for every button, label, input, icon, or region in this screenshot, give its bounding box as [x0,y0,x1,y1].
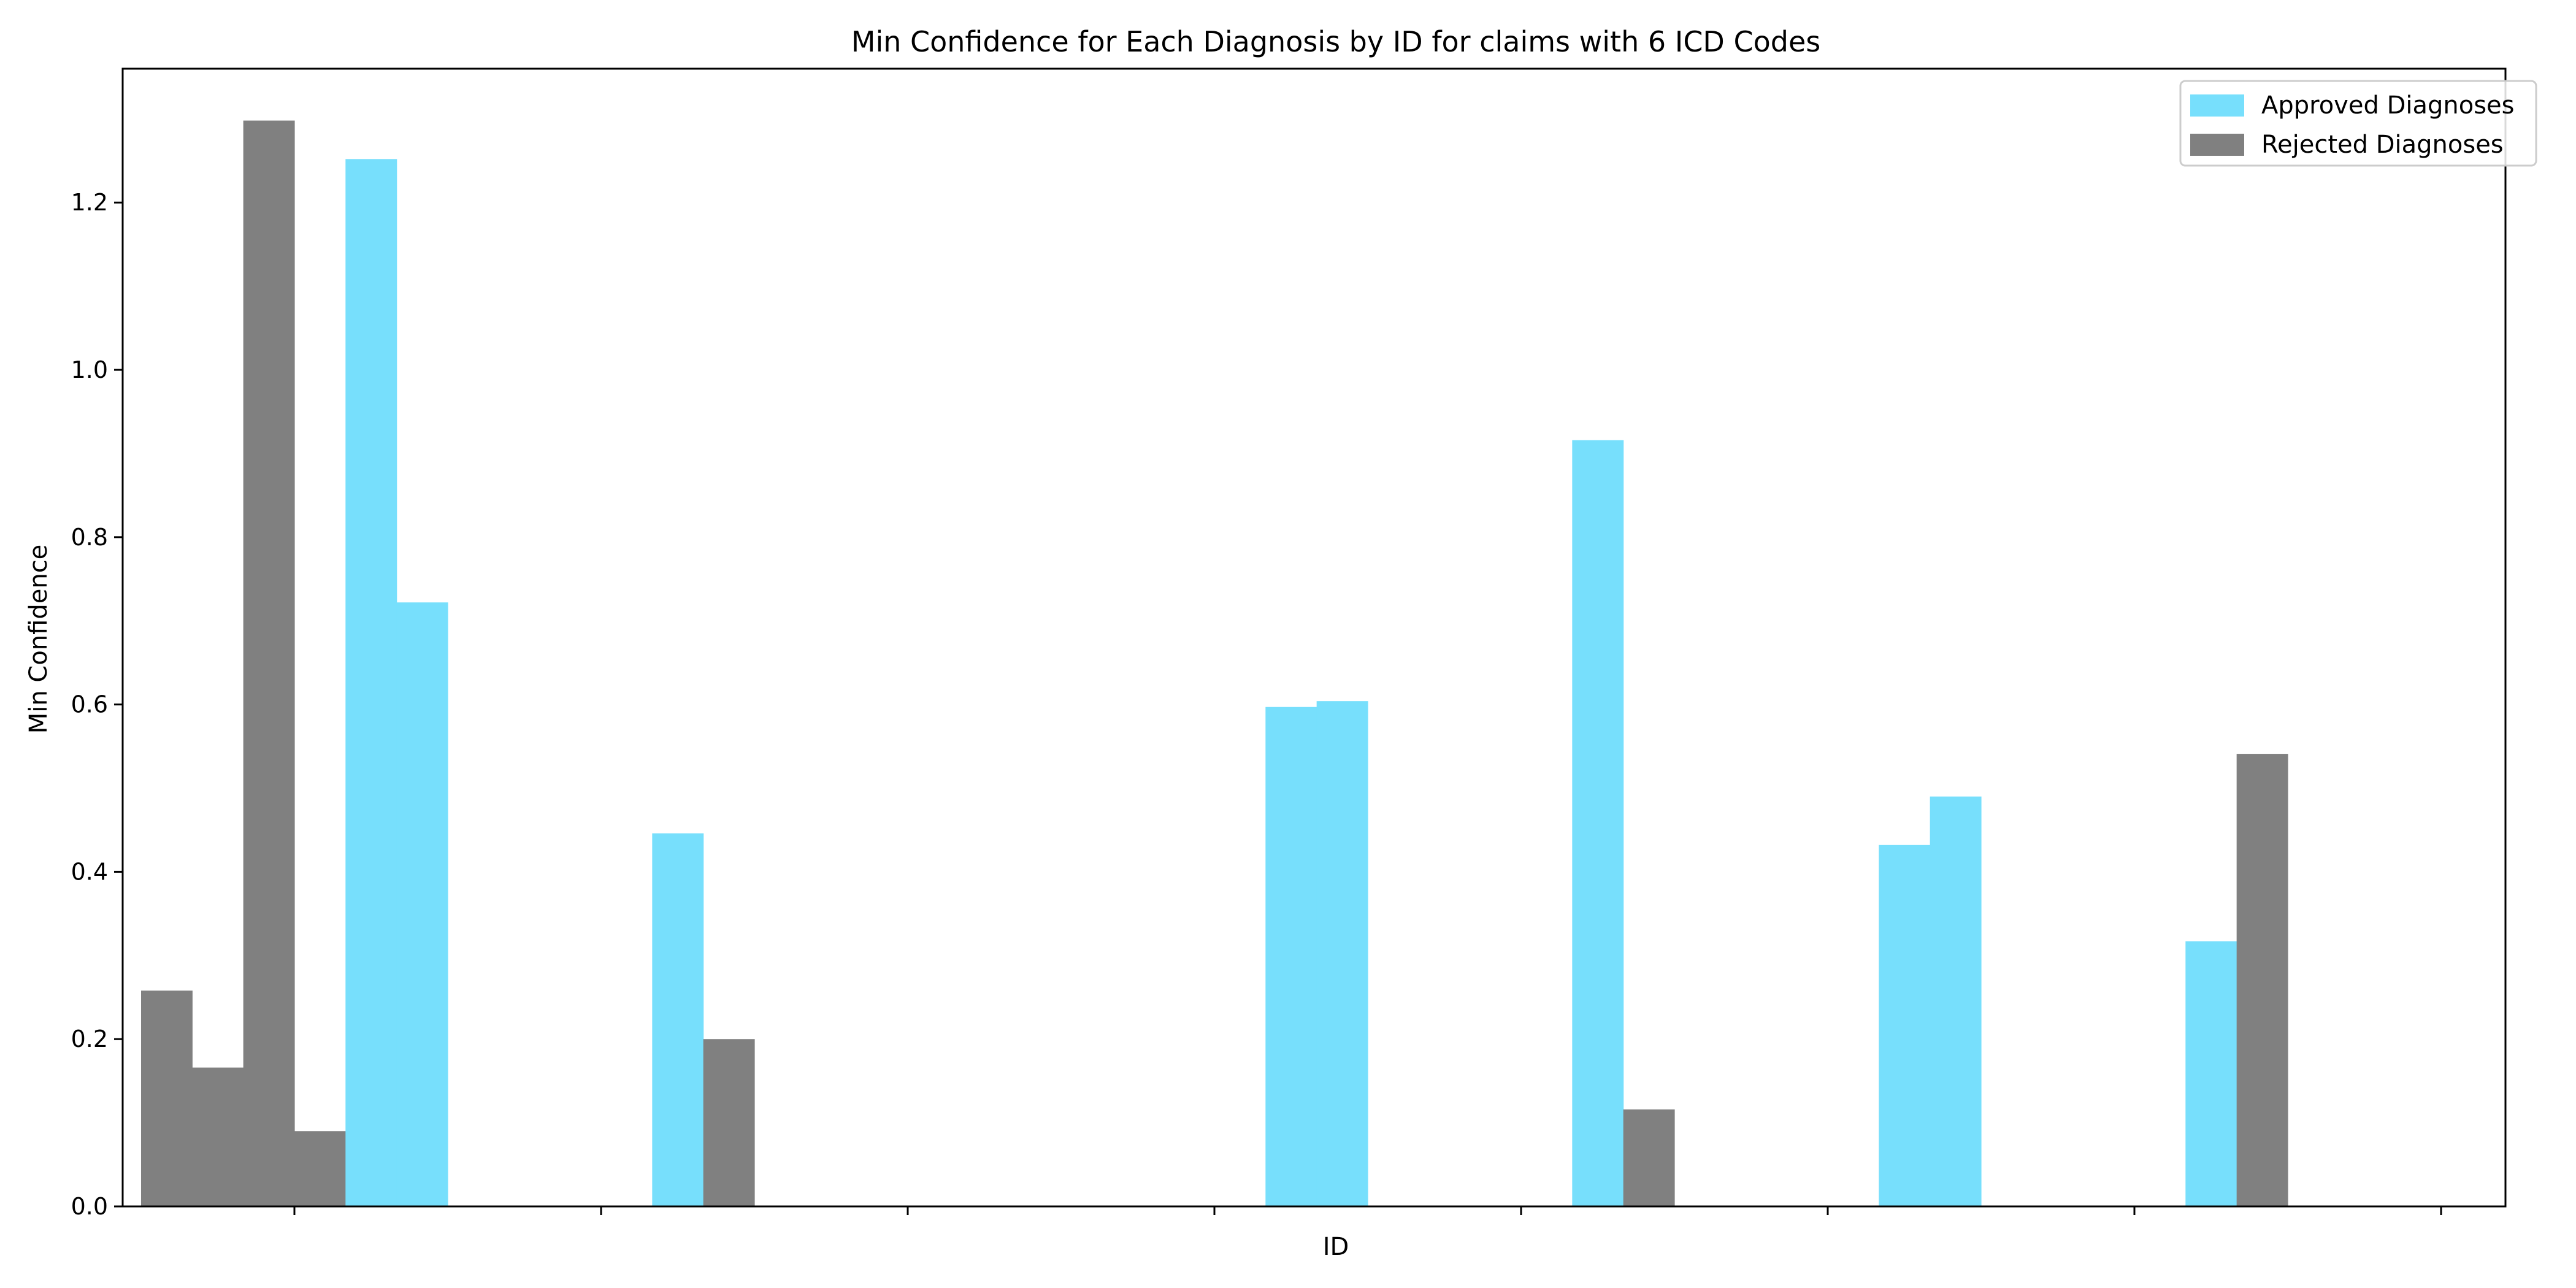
y-tick-label: 0.4 [71,858,108,885]
bar-approved-4 [345,159,397,1206]
bar-approved-8 [1265,707,1317,1206]
bar-rejected-11 [1623,1109,1675,1206]
legend-label-1: Rejected Diagnoses [2261,131,2504,159]
y-tick-label: 0.0 [71,1193,108,1220]
legend-label-0: Approved Diagnoses [2261,91,2515,120]
y-tick-label: 0.8 [71,524,108,551]
bar-rejected-7 [703,1039,755,1206]
bars-layer [141,120,2288,1207]
y-axis-label: Min Confidence [25,545,53,734]
bar-rejected-0 [141,991,193,1206]
y-tick-label: 0.6 [71,691,108,718]
y-axis-ticks: 0.0 0.2 0.4 0.6 0.8 1.0 1.2 [71,189,123,1220]
y-tick-label: 1.2 [71,189,108,216]
legend-box [2179,80,2537,167]
bar-approved-9 [1316,701,1368,1206]
bar-rejected-3 [294,1131,346,1206]
y-tick-label: 1.0 [71,356,108,383]
x-axis-label: ID [1323,1233,1349,1261]
chart-title: Min Confidence for Each Diagnosis by ID … [851,25,1820,58]
bar-approved-14 [2185,941,2237,1206]
bar-approved-13 [1930,796,1982,1206]
bar-approved-10 [1572,440,1624,1206]
bar-approved-5 [396,602,448,1206]
bar-approved-6 [652,833,704,1206]
legend-swatch-0 [2190,94,2244,117]
legend: Approved Diagnoses Rejected Diagnoses [2179,80,2537,167]
legend-swatch-1 [2190,134,2244,156]
bar-rejected-15 [2236,754,2288,1206]
plot-frame [121,67,2507,1208]
y-tick-label: 0.2 [71,1025,108,1052]
x-axis-ticks [293,1206,2442,1215]
bar-approved-12 [1879,845,1931,1206]
bar-rejected-1 [192,1067,244,1206]
bar-rejected-2 [243,120,295,1207]
